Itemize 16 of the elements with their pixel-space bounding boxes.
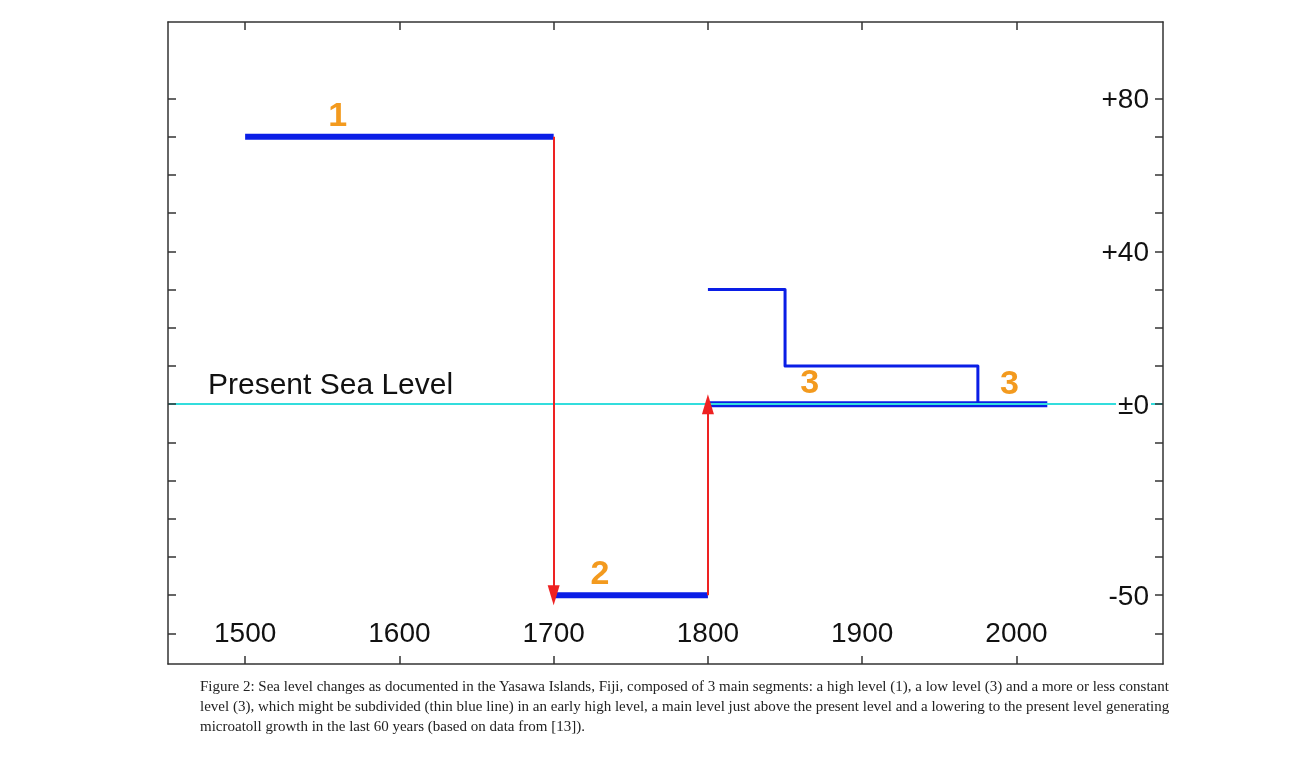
ref-line-label: Present Sea Level — [208, 366, 454, 400]
x-tick-label: 1700 — [522, 616, 585, 648]
y-tick-label: -50 — [1108, 579, 1149, 611]
series-label: 2 — [590, 553, 610, 592]
x-tick-label: 1600 — [368, 616, 431, 648]
y-tick-label: ±0 — [1118, 388, 1149, 420]
x-tick-label: 1800 — [676, 616, 740, 648]
series-label: 3 — [999, 363, 1019, 402]
series-label: 1 — [328, 94, 348, 133]
x-tick-label: 2000 — [985, 616, 1048, 648]
series-label: 3 — [800, 362, 820, 401]
x-tick-label: 1900 — [831, 616, 894, 648]
y-tick-label: +40 — [1101, 235, 1149, 267]
caption: Figure 2: Sea level changes as documented in the Yasawa Islands, Fiji, composed of 3 main segments: a high level (1), a low level (3) and a more or less constant level (3), which might be subdivided (thin blue line) in an early high level, a main level just above the present level and a lowering to the present level generating microatoll growth in the last 60 years (based on data from [13]). — [200, 677, 1171, 736]
y-tick-label: +80 — [1101, 82, 1149, 114]
x-tick-label: 1500 — [213, 616, 277, 648]
